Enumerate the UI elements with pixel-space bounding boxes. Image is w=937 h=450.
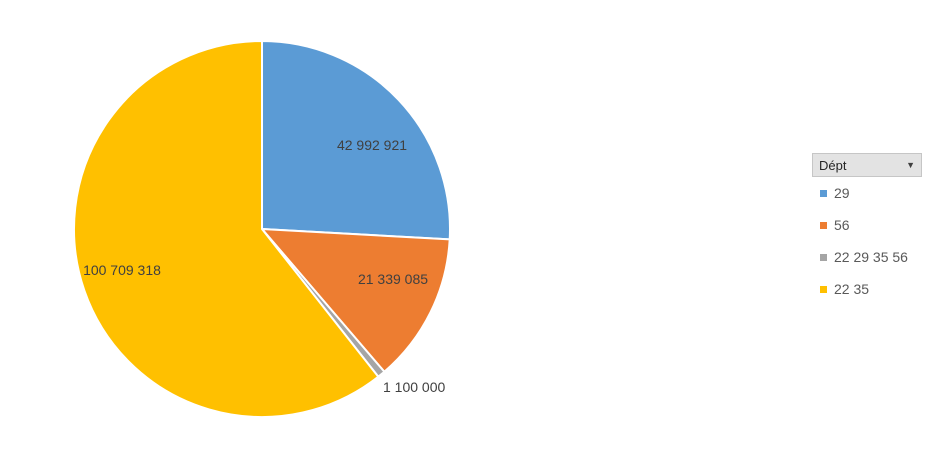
legend-label: 29 (834, 185, 850, 201)
triangle-down-icon[interactable]: ▼ (906, 160, 915, 170)
legend-item[interactable]: 29 (812, 177, 922, 209)
legend-label: 22 35 (834, 281, 870, 297)
legend-item[interactable]: 22 29 35 56 (812, 241, 922, 273)
legend-item[interactable]: 22 35 (812, 273, 922, 305)
legend-item[interactable]: 56 (812, 209, 922, 241)
legend-swatch (820, 253, 827, 261)
data-label-56: 21 339 085 (358, 271, 428, 287)
slice-29[interactable] (261, 40, 451, 241)
legend-items: 29 56 22 29 35 56 22 35 (812, 177, 922, 305)
data-label-22-35: 100 709 318 (83, 262, 161, 278)
legend-swatch (820, 189, 827, 197)
legend-label: 56 (834, 217, 850, 233)
data-label-29: 42 992 921 (337, 137, 407, 153)
legend: Dépt ▼ 29 56 22 29 35 56 22 35 (812, 153, 922, 305)
data-label-22-29-35-56: 1 100 000 (383, 379, 445, 395)
slice-22-35[interactable] (73, 40, 380, 418)
legend-swatch (820, 285, 827, 293)
legend-swatch (820, 221, 827, 229)
legend-label: 22 29 35 56 (834, 249, 908, 265)
slice-56[interactable] (261, 228, 451, 373)
legend-filter-button[interactable]: Dépt ▼ (812, 153, 922, 177)
legend-title: Dépt (819, 157, 847, 173)
